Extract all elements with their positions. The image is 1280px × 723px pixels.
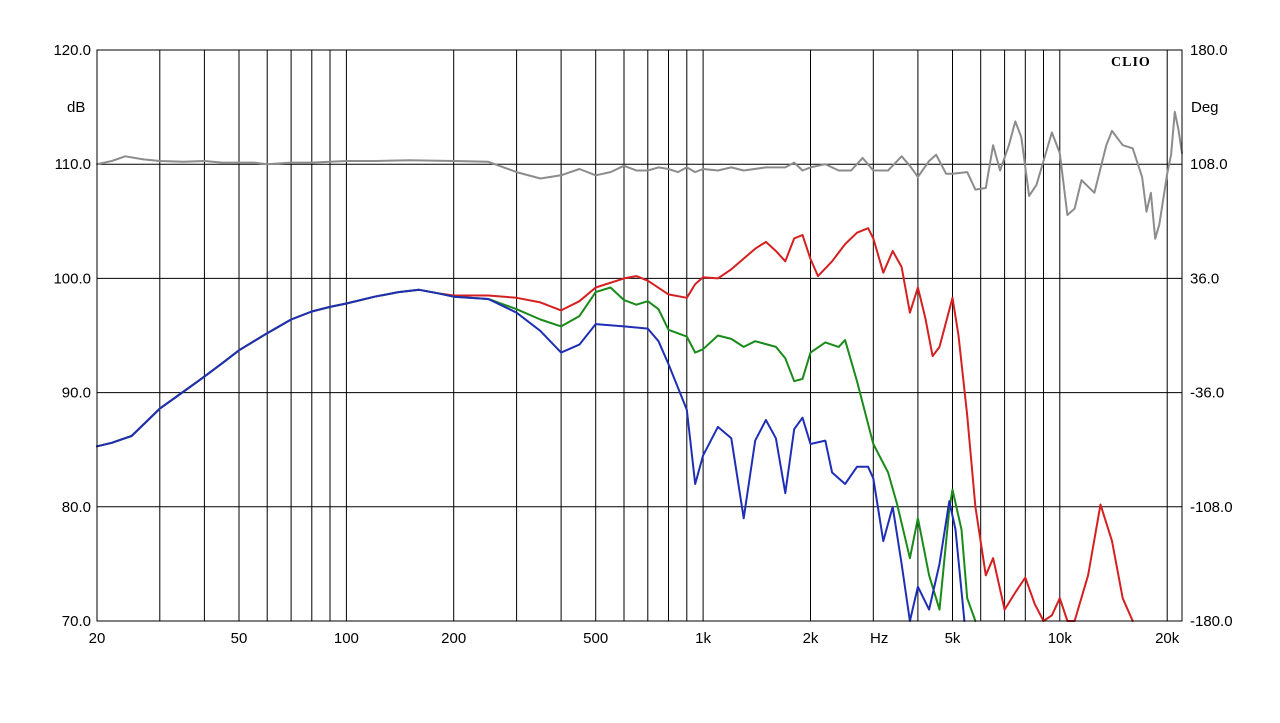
x-tick-label: 1k	[695, 630, 711, 647]
clio-brand-label: CLIO	[1111, 55, 1151, 70]
x-tick-labels: 20 50 100 200 500 1k 2k 5k 10k 20k	[89, 630, 1180, 647]
plot-frame	[96, 49, 1183, 622]
series-line	[96, 288, 966, 622]
y-tick-label: 80.0	[62, 499, 91, 516]
series-group	[96, 110, 1183, 622]
x-tick-label: 2k	[803, 630, 819, 647]
y2-tick-label: 108.0	[1190, 156, 1228, 173]
y2-tick-labels: 180.0 108.0 36.0 -36.0 -108.0 -180.0	[1190, 42, 1233, 630]
x-unit-label: Hz	[870, 630, 888, 647]
y2-tick-label: -108.0	[1190, 499, 1233, 516]
x-tick-label: 5k	[945, 630, 961, 647]
x-tick-label: 100	[334, 630, 359, 647]
vertical-gridlines	[159, 50, 1168, 621]
y-tick-label: 120.0	[53, 42, 91, 59]
y2-tick-label: -36.0	[1190, 385, 1224, 402]
y-unit-label: dB	[67, 99, 85, 116]
x-tick-label: 20k	[1155, 630, 1180, 647]
y-tick-labels: 120.0 110.0 100.0 90.0 80.0 70.0	[53, 42, 91, 630]
y-tick-label: 90.0	[62, 385, 91, 402]
y2-tick-label: 180.0	[1190, 42, 1228, 59]
y2-unit-label: Deg	[1191, 99, 1219, 116]
plot-area	[97, 50, 1182, 621]
y-tick-label: 110.0	[55, 156, 91, 173]
y2-tick-label: 36.0	[1190, 270, 1219, 287]
y-tick-label: 100.0	[53, 270, 91, 287]
x-tick-label: 10k	[1048, 630, 1073, 647]
x-tick-label: 20	[89, 630, 106, 647]
x-tick-label: 500	[583, 630, 608, 647]
series-line	[96, 110, 1183, 240]
x-tick-label: 50	[231, 630, 248, 647]
y-tick-label: 70.0	[62, 613, 91, 630]
x-tick-label: 200	[441, 630, 466, 647]
y2-tick-label: -180.0	[1190, 613, 1233, 630]
